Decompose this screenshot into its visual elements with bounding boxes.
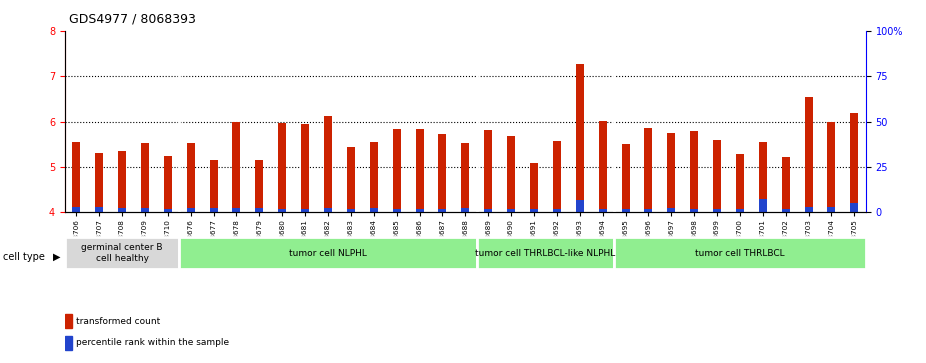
Bar: [507, 136, 515, 212]
FancyBboxPatch shape: [477, 237, 614, 269]
Bar: [324, 208, 332, 212]
Text: cell type: cell type: [3, 252, 44, 262]
Bar: [461, 208, 469, 212]
Text: percentile rank within the sample: percentile rank within the sample: [77, 339, 230, 347]
Text: tumor cell THRLBCL: tumor cell THRLBCL: [695, 249, 784, 258]
Bar: [850, 113, 858, 212]
Bar: [484, 209, 493, 212]
Text: transformed count: transformed count: [77, 317, 160, 326]
Bar: [141, 208, 149, 212]
Bar: [576, 64, 583, 212]
Bar: [644, 209, 653, 212]
Bar: [507, 209, 515, 212]
Bar: [301, 124, 309, 212]
Bar: [598, 121, 607, 212]
Bar: [65, 336, 72, 350]
Text: GDS4977 / 8068393: GDS4977 / 8068393: [69, 13, 196, 26]
Bar: [484, 130, 493, 212]
Bar: [805, 97, 813, 212]
Bar: [690, 209, 698, 212]
Bar: [118, 151, 126, 212]
FancyBboxPatch shape: [614, 237, 866, 269]
Bar: [461, 143, 469, 212]
Bar: [187, 208, 194, 212]
Bar: [278, 123, 286, 212]
Bar: [65, 314, 72, 329]
Bar: [369, 208, 378, 212]
Bar: [393, 129, 401, 212]
Bar: [530, 209, 538, 212]
Bar: [256, 160, 263, 212]
Bar: [438, 209, 446, 212]
Bar: [393, 209, 401, 212]
Bar: [347, 209, 355, 212]
Text: tumor cell NLPHL: tumor cell NLPHL: [289, 249, 367, 258]
Bar: [736, 209, 744, 212]
Bar: [72, 207, 81, 212]
Bar: [278, 209, 286, 212]
Bar: [644, 128, 653, 212]
Bar: [621, 144, 630, 212]
Bar: [530, 163, 538, 212]
Bar: [713, 209, 721, 212]
Bar: [828, 122, 835, 212]
Bar: [438, 134, 446, 212]
Bar: [141, 143, 149, 212]
Bar: [758, 199, 767, 212]
Bar: [164, 156, 172, 212]
Bar: [232, 208, 241, 212]
FancyBboxPatch shape: [65, 237, 179, 269]
Bar: [347, 147, 355, 212]
Text: germinal center B
cell healthy: germinal center B cell healthy: [81, 244, 163, 263]
Bar: [782, 209, 790, 212]
Bar: [758, 142, 767, 212]
Bar: [209, 160, 218, 212]
Bar: [828, 207, 835, 212]
Bar: [324, 116, 332, 212]
Bar: [805, 207, 813, 212]
Bar: [256, 208, 263, 212]
Bar: [209, 208, 218, 212]
Bar: [668, 133, 675, 212]
Bar: [187, 143, 194, 212]
Text: ▶: ▶: [53, 252, 60, 262]
Bar: [576, 200, 583, 212]
Bar: [118, 208, 126, 212]
Bar: [621, 209, 630, 212]
Bar: [690, 131, 698, 212]
Bar: [164, 209, 172, 212]
Bar: [553, 209, 561, 212]
FancyBboxPatch shape: [180, 237, 477, 269]
Bar: [553, 140, 561, 212]
Text: tumor cell THRLBCL-like NLPHL: tumor cell THRLBCL-like NLPHL: [475, 249, 616, 258]
Bar: [416, 209, 423, 212]
Bar: [850, 203, 858, 212]
Bar: [72, 142, 81, 212]
Bar: [668, 208, 675, 212]
Bar: [713, 140, 721, 212]
Bar: [782, 156, 790, 212]
Bar: [232, 122, 241, 212]
Bar: [301, 209, 309, 212]
Bar: [95, 153, 103, 212]
Bar: [416, 129, 423, 212]
Bar: [95, 207, 103, 212]
Bar: [736, 154, 744, 212]
Bar: [369, 142, 378, 212]
Bar: [598, 209, 607, 212]
